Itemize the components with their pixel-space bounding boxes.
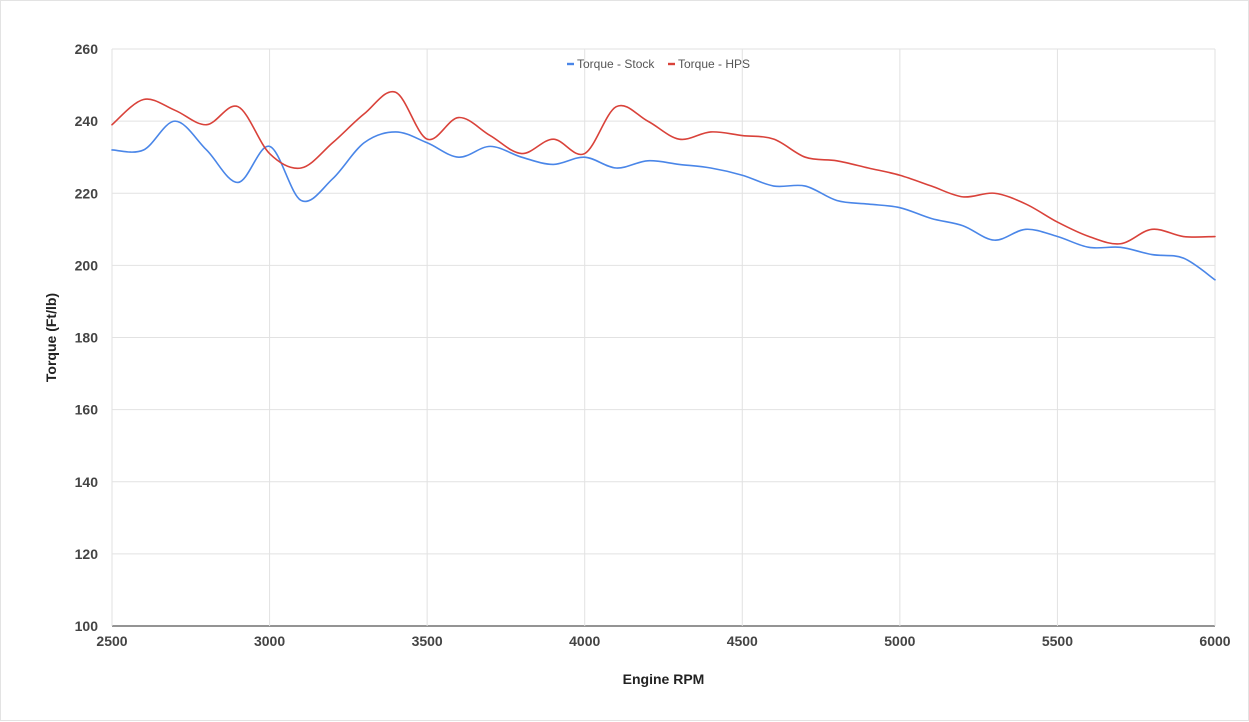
- x-tick-label: 2500: [96, 633, 127, 649]
- legend-label-stock: Torque - Stock: [577, 57, 655, 71]
- y-tick-label: 240: [75, 113, 99, 129]
- y-tick-label: 140: [75, 474, 99, 490]
- x-tick-label: 3500: [412, 633, 443, 649]
- x-tick-label: 5000: [884, 633, 915, 649]
- y-tick-label: 220: [75, 185, 99, 201]
- x-tick-label: 5500: [1042, 633, 1073, 649]
- series-layer: [111, 90, 1216, 281]
- x-tick-label: 3000: [254, 633, 285, 649]
- x-tick-label: 4500: [727, 633, 758, 649]
- grid: [111, 48, 1216, 627]
- x-axis-title: Engine RPM: [623, 671, 705, 687]
- y-tick-label: 180: [75, 330, 99, 346]
- x-tick-label: 6000: [1199, 633, 1230, 649]
- y-tick-label: 120: [75, 546, 99, 562]
- x-tick-label: 4000: [569, 633, 600, 649]
- y-tick-label: 200: [75, 257, 99, 273]
- tick-labels: 100 120 140 160 180 200 220 240 260 2500 3000 3500 4…: [75, 41, 1231, 649]
- y-axis-title: Torque (Ft/lb): [43, 293, 59, 382]
- series-line-stock: [111, 120, 1216, 281]
- y-tick-label: 260: [75, 41, 99, 57]
- legend: Torque - Stock Torque - HPS: [567, 57, 750, 71]
- y-tick-label: 160: [75, 402, 99, 418]
- legend-label-hps: Torque - HPS: [678, 57, 750, 71]
- y-tick-label: 100: [75, 618, 99, 634]
- series-line-hps: [111, 90, 1216, 245]
